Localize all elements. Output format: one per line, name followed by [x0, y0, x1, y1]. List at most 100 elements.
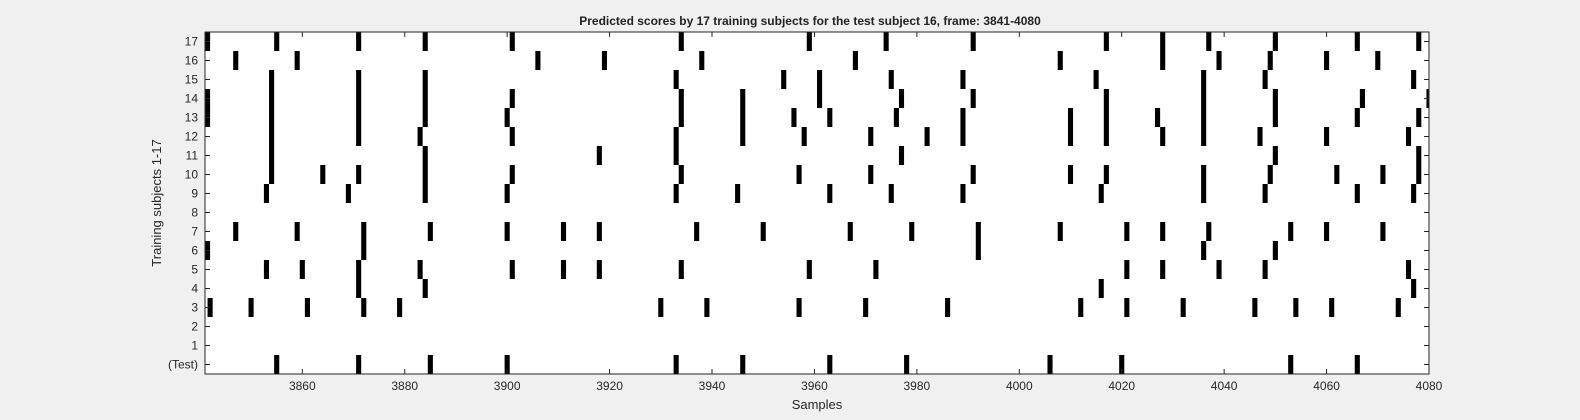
score-mark [658, 298, 664, 317]
score-mark [294, 51, 300, 70]
score-mark [269, 165, 275, 184]
score-mark [704, 298, 710, 317]
score-mark [427, 355, 433, 374]
score-mark [960, 184, 966, 203]
score-mark [509, 260, 515, 279]
score-mark [1201, 165, 1207, 184]
score-mark [1416, 165, 1422, 184]
score-mark [796, 165, 802, 184]
score-mark [1272, 108, 1278, 127]
score-mark [422, 184, 428, 203]
score-mark [1160, 51, 1166, 70]
score-mark [356, 89, 362, 108]
score-mark [781, 70, 787, 89]
score-mark [233, 222, 239, 241]
score-mark [806, 260, 812, 279]
score-mark [1262, 70, 1268, 89]
score-mark [1206, 222, 1212, 241]
y-tick-label: 3 [191, 301, 198, 315]
x-axis-ticks: 3860 3880 3900 3920 3940 3960 3980 4000 4020 4040… [289, 32, 1443, 393]
score-mark [274, 32, 280, 51]
score-mark [1103, 89, 1109, 108]
score-mark [868, 127, 874, 146]
score-mark [1057, 222, 1063, 241]
x-tick-label: 4000 [1006, 379, 1033, 393]
score-mark [740, 108, 746, 127]
score-mark [735, 184, 741, 203]
score-mark [883, 32, 889, 51]
score-mark [1380, 222, 1386, 241]
score-mark [868, 165, 874, 184]
score-mark [596, 260, 602, 279]
score-mark [1057, 51, 1063, 70]
score-mark [1359, 89, 1365, 108]
score-mark [1216, 260, 1222, 279]
score-mark [417, 127, 423, 146]
x-axis-label: Samples [792, 397, 843, 412]
score-mark [1288, 355, 1294, 374]
score-mark [678, 108, 684, 127]
score-mark [888, 70, 894, 89]
score-mark [806, 32, 812, 51]
score-mark [699, 51, 705, 70]
y-tick-label: 15 [185, 73, 199, 87]
score-mark [817, 70, 823, 89]
x-tick-label: 3880 [391, 379, 418, 393]
score-mark [422, 32, 428, 51]
score-mark [320, 165, 326, 184]
score-mark [1324, 222, 1330, 241]
score-mark [263, 184, 270, 203]
score-mark [504, 184, 510, 203]
score-mark [1293, 298, 1299, 317]
score-mark [304, 298, 310, 317]
score-mark [361, 298, 367, 317]
x-tick-label: 3960 [801, 379, 828, 393]
score-mark [1124, 298, 1130, 317]
score-mark [504, 355, 510, 374]
score-mark [1262, 260, 1268, 279]
score-mark [740, 89, 746, 108]
score-mark [960, 127, 966, 146]
score-mark [1160, 260, 1166, 279]
score-mark [509, 32, 515, 51]
score-mark [817, 89, 823, 108]
score-mark [233, 51, 239, 70]
score-mark [975, 222, 981, 241]
score-mark [673, 127, 679, 146]
score-mark [299, 260, 305, 279]
score-mark [760, 222, 766, 241]
score-mark [678, 165, 684, 184]
score-mark [975, 241, 981, 260]
score-mark [1416, 32, 1422, 51]
score-mark [1354, 108, 1360, 127]
y-tick-label: 1 [191, 339, 198, 353]
y-tick-label: 9 [191, 187, 198, 201]
score-mark [678, 32, 684, 51]
score-mark [1103, 108, 1109, 127]
y-tick-label: 14 [185, 92, 199, 106]
y-tick-label: 2 [191, 320, 198, 334]
score-mark [970, 32, 976, 51]
score-mark [356, 127, 362, 146]
score-mark [960, 108, 966, 127]
score-mark [422, 165, 428, 184]
y-axis-label: Training subjects 1-17 [149, 139, 164, 266]
score-mark [1180, 298, 1186, 317]
score-mark [924, 127, 930, 146]
score-mark [740, 127, 746, 146]
y-tick-label: 17 [185, 35, 199, 49]
score-mark [1201, 184, 1207, 203]
score-mark [893, 108, 899, 127]
score-mark [560, 222, 567, 241]
score-mark [422, 146, 428, 165]
plot-frame [204, 31, 1430, 375]
x-tick-label: 3860 [289, 379, 316, 393]
score-mark [847, 222, 853, 241]
score-mark [422, 279, 428, 298]
score-mark [1375, 51, 1381, 70]
score-mark [1103, 32, 1109, 51]
score-mark [1354, 32, 1360, 51]
x-tick-label: 4080 [1416, 379, 1443, 393]
